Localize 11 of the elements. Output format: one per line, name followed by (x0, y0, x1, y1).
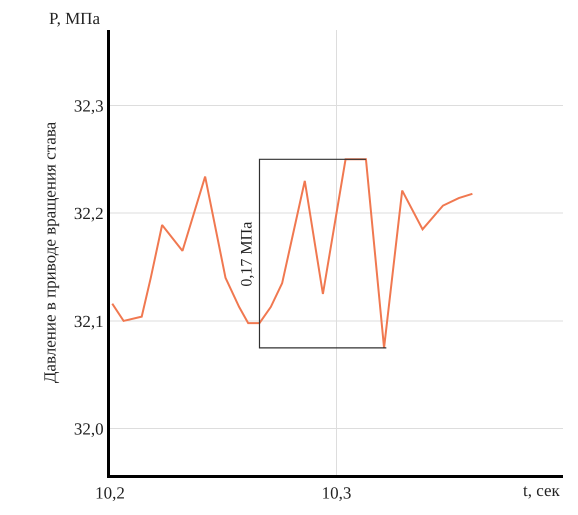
line-series (111, 158, 474, 349)
annotation: 0,17 МПа (238, 222, 256, 287)
x-axis-title: t, сек (523, 481, 561, 500)
y-tick-label: 32,3 (74, 96, 104, 116)
y-tick-label: 32,0 (74, 420, 104, 439)
x-tick-label: 10,2 (95, 483, 125, 502)
y-tick-label: 32,1 (74, 312, 104, 331)
text: P, МПа (49, 9, 100, 28)
y-axis-title: Давление в приводе вращения става (40, 121, 60, 384)
y-tick-label: 32,2 (74, 204, 104, 224)
x-tick-label: 10,3 (322, 483, 352, 502)
